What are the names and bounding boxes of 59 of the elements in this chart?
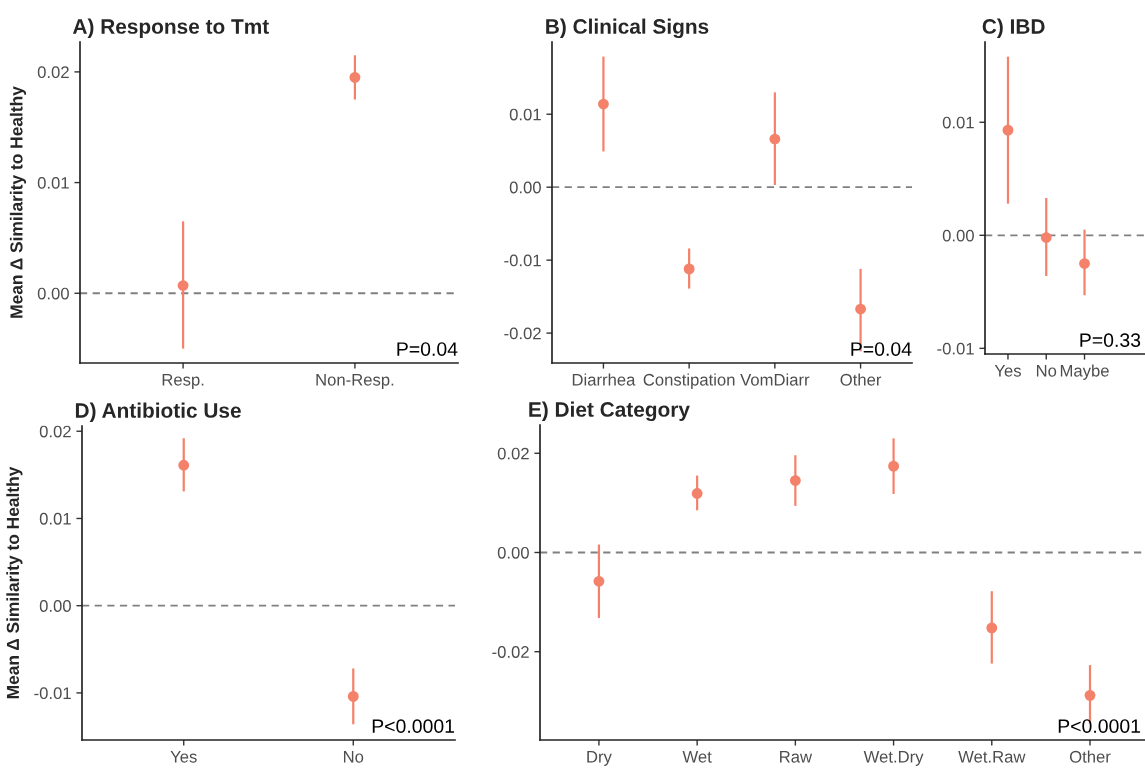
y-tick-label: -0.01 bbox=[34, 687, 71, 700]
x-tick-label: Raw bbox=[780, 751, 813, 763]
y-tick-label: -0.01 bbox=[504, 254, 541, 267]
x-tick-label: Yes bbox=[170, 751, 197, 763]
chart-title: A) Response to Tmt bbox=[72, 18, 269, 38]
point bbox=[1002, 124, 1014, 136]
x-tick-label: VomDiarr bbox=[740, 373, 810, 386]
annotation: P=0.33 bbox=[1080, 333, 1141, 348]
chart-title: B) Clinical Signs bbox=[546, 18, 709, 39]
y-tick-label: 0.02 bbox=[39, 425, 71, 438]
point bbox=[683, 263, 695, 275]
x-tick-label: Other bbox=[840, 373, 882, 386]
y-tick-label: 0.02 bbox=[37, 66, 69, 79]
y-tick-label: 0.00 bbox=[497, 546, 529, 559]
y-tick-label: 0.00 bbox=[39, 600, 71, 612]
y-tick-label: 0.01 bbox=[509, 108, 541, 121]
y-tick-label: 0.01 bbox=[39, 512, 71, 525]
y-axis-title: Mean Δ Similarity to Healthy bbox=[9, 86, 27, 318]
point bbox=[855, 303, 866, 315]
y-tick-label: 0.01 bbox=[37, 176, 69, 189]
x-tick-label: No bbox=[343, 751, 364, 763]
annotation: P<0.0001 bbox=[1058, 719, 1141, 734]
x-tick-label: Maybe bbox=[1060, 364, 1109, 380]
y-tick-label: 0.02 bbox=[497, 447, 529, 460]
point bbox=[691, 488, 703, 499]
x-tick-label: Other bbox=[1069, 750, 1111, 763]
point bbox=[888, 460, 899, 472]
y-tick-label: -0.01 bbox=[937, 342, 974, 355]
point bbox=[986, 622, 998, 634]
y-tick-label: 0.00 bbox=[942, 229, 974, 242]
x-tick-label: Wet.Dry bbox=[863, 751, 924, 766]
y-tick-label: 0.00 bbox=[509, 181, 541, 194]
x-tick-label: Dry bbox=[587, 751, 612, 766]
chart-title: D) Antibiotic Use bbox=[75, 402, 241, 422]
x-tick-label: Resp. bbox=[162, 374, 204, 389]
chart-title: E) Diet Category bbox=[529, 401, 690, 422]
x-tick-label: Wet bbox=[682, 751, 712, 763]
x-tick-label: No bbox=[1036, 365, 1057, 377]
y-tick-label: 0.01 bbox=[942, 116, 974, 129]
y-tick-label: 0.00 bbox=[37, 287, 69, 300]
x-tick-label: Non-Resp. bbox=[316, 374, 394, 389]
x-tick-label: Wet.Raw bbox=[958, 751, 1026, 763]
point bbox=[1084, 689, 1096, 701]
x-tick-label: Yes bbox=[994, 365, 1021, 377]
point bbox=[1079, 258, 1090, 269]
point bbox=[789, 475, 801, 486]
point bbox=[593, 575, 605, 587]
chart-title: C) IBD bbox=[982, 18, 1045, 38]
point bbox=[769, 133, 781, 145]
x-tick-label: Constipation bbox=[643, 373, 735, 389]
point bbox=[598, 98, 609, 110]
y-tick-label: -0.02 bbox=[504, 327, 541, 340]
annotation: P=0.04 bbox=[397, 342, 458, 356]
annotation: P<0.0001 bbox=[372, 719, 455, 734]
x-tick-label: Diarrhea bbox=[572, 373, 636, 386]
annotation: P=0.04 bbox=[851, 342, 912, 356]
y-tick-label: -0.02 bbox=[492, 646, 529, 658]
y-axis-title: Mean Δ Similarity to Healthy bbox=[6, 466, 23, 699]
point bbox=[1040, 232, 1052, 243]
